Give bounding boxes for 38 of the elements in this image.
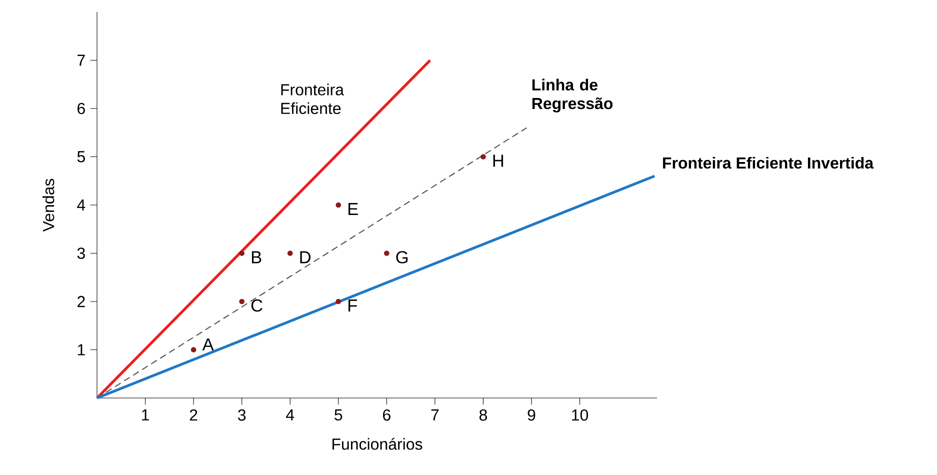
x-tick-label: 4 xyxy=(286,409,294,420)
annotation: E xyxy=(348,203,358,215)
y-tick-label: 6 xyxy=(78,102,85,114)
annotation: F xyxy=(348,300,357,312)
x-tick-label: 6 xyxy=(383,409,390,421)
point xyxy=(480,154,486,160)
x-tick-label: 1 xyxy=(142,409,149,420)
annotation: H xyxy=(493,154,504,167)
point xyxy=(287,250,293,256)
y-tick-label: 1 xyxy=(78,344,85,356)
annotation: D xyxy=(300,251,311,264)
x-tick-label: 2 xyxy=(190,409,198,421)
point xyxy=(336,202,342,208)
series-label: Fronteira Eficiente Invertida xyxy=(663,156,874,169)
series-label: Linha de Regressão xyxy=(532,78,613,112)
point xyxy=(239,250,245,256)
x-tick-label: 7 xyxy=(431,409,439,420)
annotation: B xyxy=(252,251,262,264)
y-tick-label: 2 xyxy=(78,296,85,308)
y-tick-label: 7 xyxy=(78,54,85,66)
y-axis-title: Vendas xyxy=(42,178,54,232)
y-tick-label: 3 xyxy=(77,248,85,259)
y-tick-label: 5 xyxy=(77,151,85,162)
x-tick-label: 8 xyxy=(479,409,487,421)
x-tick-label: 10 xyxy=(572,409,588,421)
point xyxy=(384,250,390,256)
y-tick-label: 4 xyxy=(77,200,86,211)
x-tick-label: 9 xyxy=(528,409,536,421)
point xyxy=(190,347,196,352)
annotation: G xyxy=(396,251,408,264)
annotation: C xyxy=(251,299,262,312)
point xyxy=(336,298,342,304)
series-label: Fronteira Eficiente xyxy=(281,84,344,114)
annotation: A xyxy=(202,338,214,350)
x-tick-label: 5 xyxy=(334,409,342,421)
point xyxy=(239,298,245,304)
x-tick-label: 3 xyxy=(238,409,246,421)
x-axis-title: Funcionários xyxy=(332,438,422,450)
